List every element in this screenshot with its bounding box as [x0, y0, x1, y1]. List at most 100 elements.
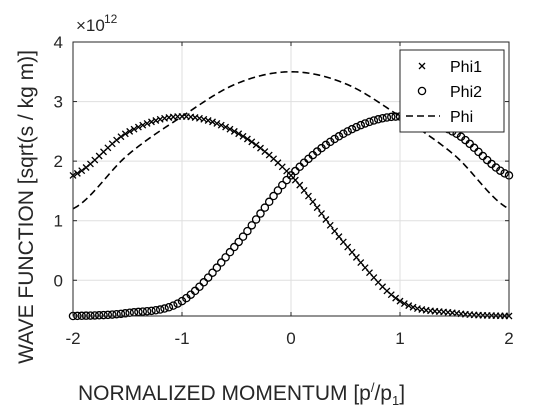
phi1-point — [300, 187, 308, 194]
phi2-point — [221, 253, 230, 262]
phi1-point — [121, 130, 129, 138]
x-tick-label: 0 — [286, 329, 295, 348]
phi1-point — [400, 300, 408, 308]
x-axis-label-sub: 1 — [392, 393, 399, 408]
x-axis-label: NORMALIZED MOMENTUM [p//p1] — [78, 380, 405, 408]
phi2-point — [347, 124, 357, 134]
phi1-point — [134, 123, 142, 131]
phi1-point — [239, 132, 247, 140]
phi1-point — [257, 144, 264, 152]
phi2-point — [199, 278, 209, 287]
phi1-point — [322, 216, 330, 223]
phi2-point — [203, 273, 213, 282]
phi1-point — [73, 169, 81, 177]
phi2-point — [360, 119, 370, 128]
phi2-point — [90, 311, 100, 320]
phi2-point — [339, 129, 348, 138]
y-tick-label: 0 — [54, 271, 63, 290]
legend-item-phi1: Phi1 — [418, 59, 482, 76]
phi2-point — [142, 306, 152, 316]
phi2-point — [195, 282, 204, 291]
y-exponent-power: 12 — [104, 12, 118, 26]
phi2-point — [330, 134, 339, 144]
phi2-point — [378, 114, 387, 123]
phi2-point — [116, 309, 126, 319]
x-axis-label-main: NORMALIZED MOMENTUM [p — [78, 382, 371, 405]
phi2-point — [112, 309, 121, 319]
phi1-point — [230, 127, 238, 135]
x-tick-label: 1 — [395, 329, 404, 348]
phi2-point — [269, 191, 278, 201]
phi2-point — [243, 226, 252, 236]
phi2-point — [260, 203, 270, 212]
legend-label: Phi2 — [450, 84, 482, 101]
phi2-point — [286, 171, 296, 180]
phi2-point — [212, 263, 222, 272]
legend-item-phi: Phi — [406, 109, 473, 126]
y-tick-label: 3 — [54, 93, 63, 112]
phi2-point — [325, 137, 335, 147]
phi2-point — [160, 304, 169, 313]
phi2-point — [121, 309, 130, 318]
legend-marker-x — [418, 62, 426, 70]
phi1-point — [148, 118, 155, 126]
legend-marker-o — [417, 86, 427, 96]
phi2-point — [238, 232, 248, 241]
phi1-point — [113, 136, 121, 144]
x-tick-label: 2 — [504, 329, 513, 348]
phi1-point — [126, 127, 134, 135]
phi2-point — [382, 113, 392, 122]
phi1-point — [331, 227, 339, 235]
phi2-point — [278, 180, 287, 190]
phi1-point — [326, 221, 334, 229]
phi1-point — [130, 125, 138, 133]
phi2-point — [247, 221, 257, 230]
phi2-point — [282, 175, 291, 185]
phi2-point — [343, 127, 352, 136]
phi2-point — [208, 268, 217, 277]
series-layer — [68, 70, 514, 321]
phi1-point — [209, 118, 216, 126]
phi2-point — [496, 166, 505, 175]
phi2-point — [373, 115, 383, 124]
x-axis-label-prime: / — [371, 380, 375, 395]
y-tick-label: 1 — [54, 212, 63, 231]
series-phi — [72, 70, 510, 210]
phi2-point — [147, 306, 156, 316]
phi2-point — [365, 117, 374, 127]
phi2-point — [164, 303, 174, 312]
x-axis-label-end: ] — [399, 382, 405, 405]
phi1-point — [318, 210, 325, 218]
phi1-point — [335, 233, 343, 241]
phi2-point — [356, 120, 366, 130]
phi2-point — [256, 209, 265, 218]
phi-line — [72, 70, 510, 210]
phi2-point — [173, 299, 182, 308]
legend-item-phi2: Phi2 — [417, 84, 482, 101]
y-exponent-base: ×10 — [76, 16, 105, 35]
phi2-point — [103, 310, 113, 320]
phi1-point — [243, 135, 251, 143]
phi2-point — [352, 122, 361, 132]
phi1-point — [313, 204, 321, 212]
series-phi1 — [69, 112, 513, 320]
phi1-point — [143, 119, 151, 127]
phi2-point — [94, 311, 104, 320]
x-tick-label: -1 — [174, 329, 189, 348]
phi2-point — [273, 186, 283, 195]
phi2-point — [169, 301, 178, 310]
phi1-point — [117, 133, 125, 141]
phi1-point — [217, 121, 225, 129]
ticks: -2 -1 0 1 2 0 1 2 3 4 — [54, 33, 514, 348]
phi2-point — [251, 215, 261, 224]
phi2-point — [334, 132, 344, 141]
phi2-point — [216, 258, 226, 267]
legend-label: Phi1 — [450, 59, 482, 76]
phi2-point — [155, 305, 165, 314]
phi1-point — [252, 141, 260, 149]
series-phi2 — [68, 112, 514, 321]
y-tick-label: 4 — [54, 33, 63, 52]
phi1-point — [309, 198, 317, 206]
phi1-point — [222, 123, 230, 131]
